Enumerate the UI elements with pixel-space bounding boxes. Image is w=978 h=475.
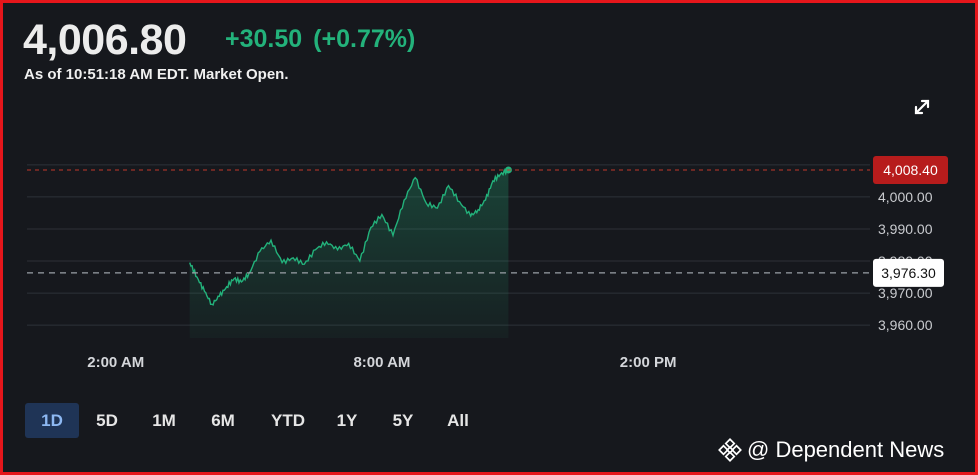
range-tab-5d[interactable]: 5D — [96, 411, 118, 430]
change-percent: (+0.77%) — [313, 25, 416, 53]
series-layer — [189, 166, 512, 338]
prev-close-label: 3,976.30 — [881, 265, 936, 281]
prev-close-tag — [873, 258, 944, 287]
range-tab-6m[interactable]: 6M — [211, 411, 235, 430]
range-tab-all[interactable]: All — [447, 411, 469, 430]
last-price-tag — [873, 155, 948, 184]
x-tick-label: 8:00 AM — [353, 354, 410, 371]
series-area — [189, 168, 509, 338]
range-tab-5y[interactable]: 5Y — [392, 411, 414, 430]
price-tags: 4,008.40 3,976.30 — [27, 155, 948, 287]
range-tab-ytd[interactable]: YTD — [271, 411, 305, 430]
range-tab-1d[interactable]: 1D — [25, 403, 79, 438]
watermark-text: @ Dependent News — [747, 437, 945, 462]
watermark: @ Dependent News — [718, 436, 944, 464]
x-tick-label: 2:00 AM — [87, 354, 144, 371]
x-tick-label: 2:00 PM — [620, 354, 677, 371]
range-tab-1y[interactable]: 1Y — [336, 411, 358, 430]
price-change: +30.50 (+0.77%) — [225, 22, 426, 56]
series-line — [189, 167, 509, 306]
y-tick-label: 3,960.00 — [878, 317, 933, 333]
y-tick-label: 4,000.00 — [878, 189, 933, 205]
expand-arrows-icon — [914, 99, 930, 115]
current-price: 4,006.80 — [23, 16, 187, 64]
change-value: +30.50 — [225, 25, 303, 53]
y-tick-label: 3,970.00 — [878, 285, 933, 301]
axis-labels: 3,960.003,970.003,980.003,990.004,000.00… — [87, 189, 932, 371]
y-tick-label: 3,990.00 — [878, 221, 933, 237]
binance-logo-icon — [718, 438, 742, 462]
expand-chart-button[interactable] — [909, 94, 935, 120]
market-status-timestamp: As of 10:51:18 AM EDT. Market Open. — [24, 66, 289, 83]
last-price-label: 4,008.40 — [883, 162, 938, 178]
range-tab-1m[interactable]: 1M — [152, 411, 176, 430]
